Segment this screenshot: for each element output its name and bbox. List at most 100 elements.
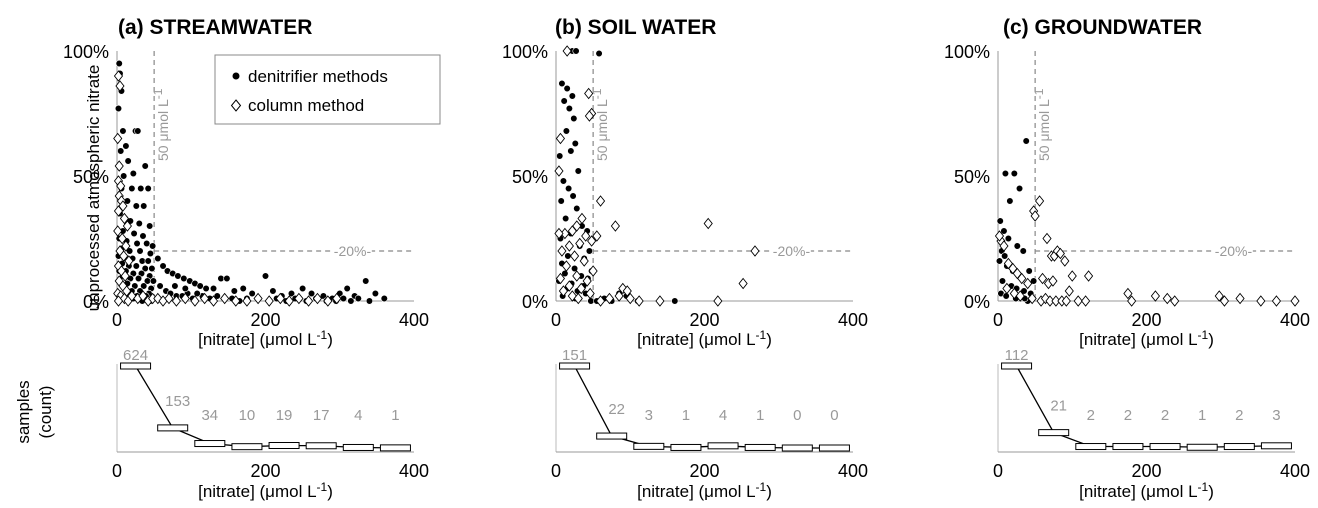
- data-point-column: [610, 220, 620, 232]
- data-point-denitrifier: [146, 222, 154, 230]
- legend-label-denitrifier: denitrifier methods: [248, 67, 388, 86]
- data-point-denitrifier: [573, 204, 581, 213]
- panel-title: (b) SOIL WATER: [555, 16, 716, 39]
- data-point-denitrifier: [128, 184, 136, 193]
- count-box: [559, 362, 591, 370]
- count-box: [1260, 442, 1292, 450]
- count-x-tick-label: 400: [399, 461, 429, 481]
- count-x-tick-label: 200: [250, 461, 280, 481]
- data-point-denitrifier: [217, 274, 225, 283]
- data-point-denitrifier: [261, 272, 270, 280]
- data-point-denitrifier: [180, 274, 188, 283]
- data-point-column: [579, 255, 589, 267]
- data-point-column: [595, 295, 606, 307]
- count-x-tick-label: 200: [1131, 461, 1161, 481]
- count-value-label: 1: [682, 407, 690, 424]
- count-x-tick-label: 400: [838, 461, 868, 481]
- data-point-denitrifier: [563, 84, 571, 93]
- data-point-denitrifier: [365, 297, 374, 305]
- count-x-axis-label: [nitrate] (μmol L-1): [637, 480, 772, 501]
- threshold-label-20pct: -20%-: [1215, 243, 1253, 259]
- data-point-denitrifier: [565, 184, 573, 193]
- count-box: [596, 432, 628, 440]
- legend-box: [214, 54, 441, 125]
- data-point-column: [585, 287, 595, 300]
- data-point-column: [114, 160, 124, 172]
- data-point-column: [220, 292, 230, 305]
- data-point-column: [1060, 255, 1070, 267]
- data-point-column: [113, 295, 124, 307]
- data-point-column: [582, 275, 592, 287]
- data-point-column: [1045, 295, 1055, 307]
- data-point-denitrifier: [146, 249, 155, 258]
- data-point-column: [231, 295, 241, 307]
- data-point-column: [569, 250, 580, 262]
- data-point-column: [604, 292, 615, 305]
- data-point-column: [242, 295, 252, 307]
- data-point-column: [614, 290, 624, 302]
- data-point-column: [264, 295, 274, 307]
- count-box: [231, 443, 263, 451]
- x-tick-label: 400: [399, 310, 429, 330]
- data-point-denitrifier: [560, 97, 568, 105]
- data-point-denitrifier: [130, 229, 138, 238]
- legend-marker-diamond: [230, 99, 242, 112]
- data-point-column: [1067, 270, 1077, 282]
- count-value-label: 3: [645, 407, 653, 424]
- data-point-column: [562, 45, 572, 57]
- x-tick-label: 0: [551, 310, 561, 330]
- data-point-column: [116, 180, 126, 192]
- data-point-column: [1009, 287, 1019, 300]
- data-point-denitrifier: [138, 257, 146, 265]
- data-point-denitrifier: [569, 192, 577, 200]
- data-point-denitrifier: [134, 274, 143, 283]
- threshold-label-bg: [770, 242, 811, 260]
- x-tick-label: 400: [1280, 310, 1310, 330]
- data-point-denitrifier: [1001, 169, 1010, 178]
- data-point-denitrifier: [171, 282, 179, 290]
- data-point-column: [323, 295, 333, 307]
- data-point-denitrifier: [132, 202, 140, 210]
- data-point-column: [1256, 295, 1266, 307]
- data-point-column: [117, 232, 127, 245]
- data-point-denitrifier: [562, 127, 570, 135]
- data-point-column: [564, 240, 574, 252]
- y-axis-label-bottom-line1: samples: [14, 380, 33, 443]
- count-value-label: 3: [1272, 407, 1280, 424]
- data-point-denitrifier: [120, 172, 128, 180]
- count-value-label: 0: [793, 407, 801, 424]
- data-point-denitrifier: [587, 297, 595, 305]
- data-point-column: [119, 212, 130, 225]
- data-point-denitrifier: [196, 282, 204, 290]
- data-point-column: [622, 285, 632, 297]
- count-value-label: 151: [562, 347, 587, 364]
- data-point-denitrifier: [144, 257, 152, 265]
- data-point-denitrifier: [371, 289, 379, 298]
- threshold-label-50umol: 50 μmol L-1: [151, 88, 171, 161]
- data-point-column: [564, 280, 574, 292]
- data-point-denitrifier: [570, 114, 578, 123]
- count-value-label: 19: [276, 407, 293, 424]
- count-value-label: 0: [830, 407, 838, 424]
- count-box: [670, 443, 702, 451]
- data-point-denitrifier: [1030, 277, 1038, 285]
- data-point-denitrifier: [558, 79, 566, 88]
- data-point-denitrifier: [343, 284, 351, 293]
- data-point-column: [208, 295, 219, 307]
- data-point-denitrifier: [181, 284, 189, 293]
- x-axis-label: [nitrate] (μmol L-1): [198, 328, 333, 349]
- count-value-label: 112: [1005, 347, 1029, 364]
- data-point-column: [122, 220, 132, 232]
- data-point-column: [303, 295, 314, 307]
- count-x-tick-label: 0: [112, 461, 122, 481]
- data-point-denitrifier: [114, 104, 123, 113]
- data-point-column: [572, 270, 582, 282]
- data-point-denitrifier: [287, 289, 296, 298]
- data-point-column: [554, 227, 564, 240]
- count-box: [1001, 362, 1033, 370]
- data-point-denitrifier: [223, 274, 231, 283]
- threshold-label-bg: [1212, 242, 1253, 260]
- count-x-tick-label: 0: [551, 461, 561, 481]
- data-point-column: [994, 230, 1005, 242]
